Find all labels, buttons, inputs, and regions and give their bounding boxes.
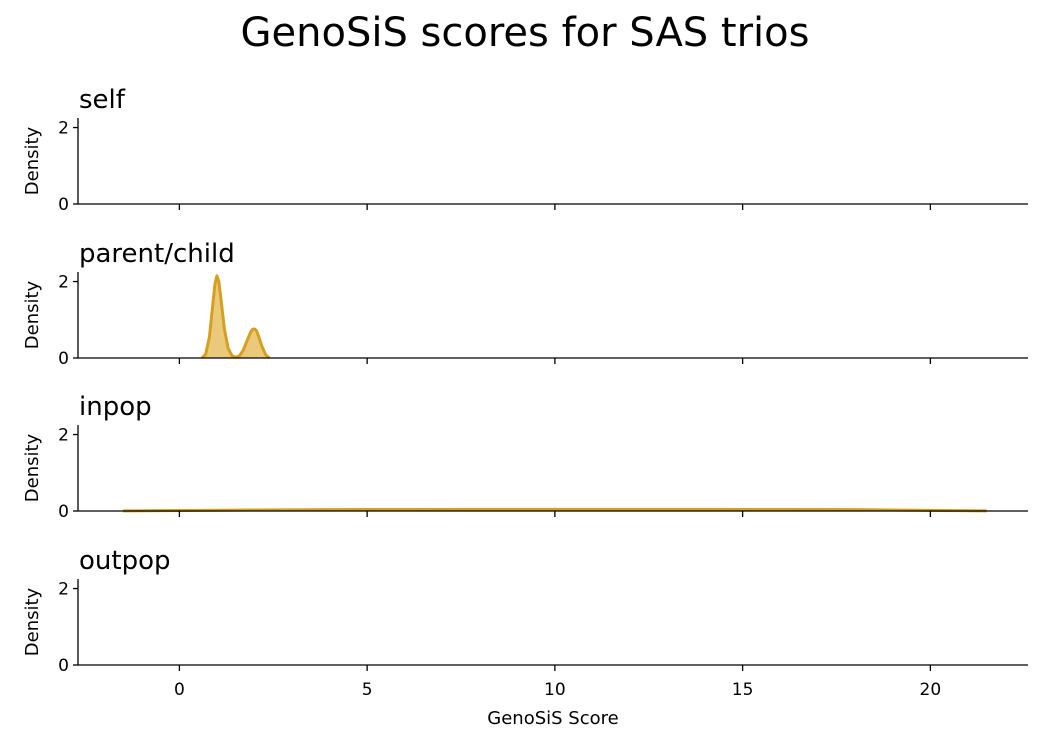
- panel-title: outpop: [79, 546, 171, 576]
- x-tick-label: 15: [732, 680, 754, 700]
- density-area: [201, 275, 270, 358]
- y-tick-label: 0: [58, 349, 69, 369]
- y-tick-label: 0: [58, 502, 69, 522]
- panel-3: inpop 0 2 Density: [22, 392, 1028, 522]
- y-axis-label: Density: [22, 587, 43, 656]
- panel-1: self 0 2 Density: [22, 85, 1028, 215]
- x-tick-label: 20: [920, 680, 942, 700]
- x-tick-label: 0: [174, 680, 185, 700]
- panel-title: inpop: [79, 392, 152, 422]
- chart-title: GenoSiS scores for SAS trios: [241, 10, 810, 56]
- x-tick-label: 10: [544, 680, 566, 700]
- panel-4: outpop 0 2 Density 0 5 10 15 20: [22, 546, 1028, 700]
- density-line: [123, 507, 987, 513]
- density-line: [200, 274, 271, 360]
- panel-2: parent/child 0 2 Density: [22, 239, 1028, 369]
- y-tick-label: 2: [58, 426, 69, 446]
- x-axis-label: GenoSiS Score: [487, 708, 618, 729]
- x-tick-label: 5: [362, 680, 373, 700]
- y-tick-label: 2: [58, 273, 69, 293]
- y-tick-label: 2: [58, 580, 69, 600]
- y-tick-label: 0: [58, 656, 69, 676]
- panel-title: self: [79, 85, 126, 115]
- panels-group: self 0 2 Density parent/child 0 2 Density inpop 0…: [22, 85, 1028, 700]
- y-axis-label: Density: [22, 126, 43, 195]
- y-axis-label: Density: [22, 280, 43, 349]
- y-axis-label: Density: [22, 433, 43, 502]
- y-tick-label: 0: [58, 195, 69, 215]
- panel-title: parent/child: [79, 239, 235, 269]
- y-tick-label: 2: [58, 119, 69, 139]
